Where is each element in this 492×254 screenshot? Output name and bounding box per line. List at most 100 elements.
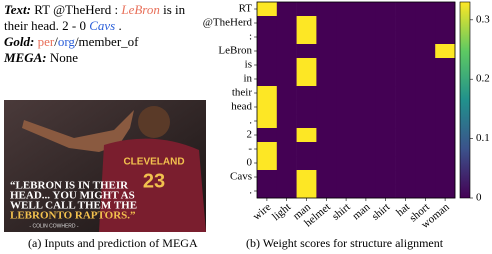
cell	[435, 86, 456, 101]
row-label: .	[249, 185, 252, 197]
cell	[395, 16, 416, 31]
gold-line: Gold: per/org/member_of	[4, 34, 200, 50]
cell	[356, 114, 377, 129]
cell	[415, 86, 436, 101]
cell	[296, 184, 317, 199]
cell	[435, 128, 456, 143]
cell	[435, 72, 456, 87]
cell	[316, 16, 337, 31]
cell	[356, 72, 377, 87]
cell	[395, 114, 416, 129]
row-label: their	[232, 87, 252, 99]
quote-line: “LEBRON IS IN THEIR	[10, 180, 129, 192]
quote-line: HEAD... YOU MIGHT AS	[10, 190, 135, 202]
cell	[375, 86, 396, 101]
col-label: man	[350, 201, 373, 223]
cell	[435, 58, 456, 73]
cell	[395, 184, 416, 199]
col-label: shirt	[370, 201, 393, 223]
cell	[316, 72, 337, 87]
cell	[336, 100, 357, 115]
row-label: LeBron	[218, 45, 252, 57]
cell	[415, 44, 436, 59]
cell	[336, 2, 357, 17]
cell	[375, 128, 396, 143]
arm	[22, 110, 134, 152]
row-label: Cavs	[230, 171, 252, 183]
attribution: - COLIN COWHERD -	[29, 223, 79, 229]
cell	[336, 16, 357, 31]
seg: is in their head. 2 - 0	[4, 2, 186, 33]
row-label: is	[245, 59, 252, 71]
row-label: in	[243, 73, 252, 85]
cell	[276, 72, 297, 87]
cell	[395, 30, 416, 45]
jersey	[99, 138, 206, 232]
cell	[375, 16, 396, 31]
cell	[336, 128, 357, 143]
cell	[435, 30, 456, 45]
colorbar-label: 0.1	[476, 132, 490, 144]
cell	[395, 142, 416, 157]
cell	[375, 2, 396, 17]
cell	[435, 184, 456, 199]
cell	[375, 100, 396, 115]
cell	[395, 170, 416, 185]
seg: /member_of	[74, 34, 139, 49]
cell	[316, 86, 337, 101]
cell	[356, 142, 377, 157]
seg: org	[57, 34, 75, 49]
cell	[257, 58, 278, 73]
cell	[257, 156, 278, 171]
cell	[257, 86, 278, 101]
cell	[316, 170, 337, 185]
cell	[316, 128, 337, 143]
cell	[276, 142, 297, 157]
cell	[415, 156, 436, 171]
cell	[435, 2, 456, 17]
seg: /	[54, 34, 58, 49]
cell	[375, 44, 396, 59]
cell	[336, 170, 357, 185]
cell	[395, 44, 416, 59]
cell	[316, 58, 337, 73]
cell	[395, 86, 416, 101]
col-label: shirt	[330, 201, 353, 223]
cell	[296, 72, 317, 87]
cell	[435, 44, 456, 59]
cell	[316, 156, 337, 171]
colorbar-label: 0	[476, 192, 482, 204]
entity: LeBron	[121, 2, 160, 17]
row-label: 0	[247, 157, 253, 169]
cell	[356, 184, 377, 199]
cell	[415, 58, 436, 73]
cell	[296, 58, 317, 73]
cell	[296, 44, 317, 59]
col-label: light	[270, 201, 293, 223]
quote-line: LEBRONTO RAPTORS.”	[10, 210, 136, 222]
cell	[257, 16, 278, 31]
cell	[415, 142, 436, 157]
text-line: Text: RT @TheHerd : LeBron is in their h…	[4, 2, 200, 34]
cell	[356, 100, 377, 115]
cell	[296, 2, 317, 17]
cell	[276, 184, 297, 199]
cell	[375, 156, 396, 171]
cell	[336, 184, 357, 199]
cell	[395, 72, 416, 87]
cell	[257, 44, 278, 59]
cell	[435, 100, 456, 115]
cell	[316, 184, 337, 199]
cell	[316, 100, 337, 115]
cell	[257, 100, 278, 115]
cell	[336, 44, 357, 59]
cell	[257, 128, 278, 143]
caption: (b) Weight scores for structure alignmen…	[246, 236, 444, 250]
cell	[375, 184, 396, 199]
cell	[395, 58, 416, 73]
cell	[276, 128, 297, 143]
cell	[316, 114, 337, 129]
cell	[296, 170, 317, 185]
cell	[356, 86, 377, 101]
